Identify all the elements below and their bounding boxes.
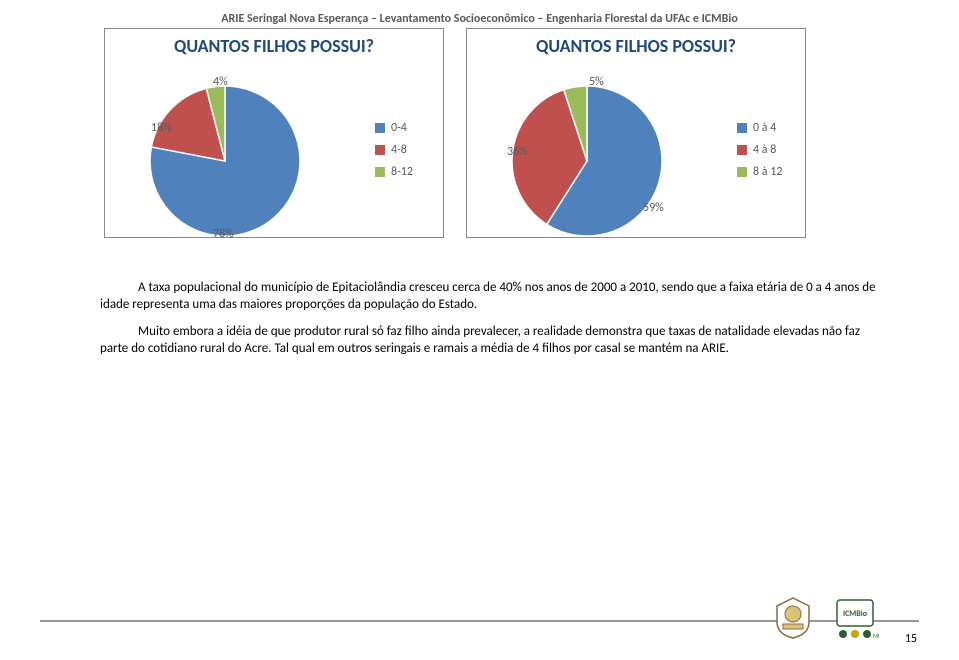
page-header: ARIE Seringal Nova Esperança – Levantame… bbox=[0, 12, 959, 26]
paragraph-2: Muito embora a idéia de que produtor rur… bbox=[100, 324, 880, 358]
pie-data-label: 18% bbox=[151, 121, 172, 135]
legend-swatch bbox=[737, 123, 747, 133]
legend-swatch bbox=[375, 167, 385, 177]
chart-title-left: QUANTOS FILHOS POSSUI? bbox=[105, 29, 443, 61]
chart-legend: 0 à 4 4 à 8 8 à 12 bbox=[737, 121, 782, 179]
chart-title-right: QUANTOS FILHOS POSSUI? bbox=[467, 29, 805, 61]
pie-data-label: 4% bbox=[213, 75, 228, 89]
legend-swatch bbox=[737, 167, 747, 177]
chart-panel-right: QUANTOS FILHOS POSSUI? 59% 36% 5% 0 à 4 4 à … bbox=[466, 28, 806, 238]
legend-item: 4-8 bbox=[375, 143, 413, 157]
legend-item: 8-12 bbox=[375, 165, 413, 179]
legend-item: 0 à 4 bbox=[737, 121, 782, 135]
legend-item: 8 à 12 bbox=[737, 165, 782, 179]
legend-swatch bbox=[375, 123, 385, 133]
chart-body-right: 59% 36% 5% 0 à 4 4 à 8 8 à 12 bbox=[467, 61, 805, 237]
legend-swatch bbox=[737, 145, 747, 155]
footer-logos: ICMBio MMA bbox=[773, 596, 879, 640]
legend-label: 8-12 bbox=[391, 165, 413, 179]
page-number: 15 bbox=[905, 632, 917, 646]
logo-icmbio: ICMBio MMA bbox=[831, 596, 879, 640]
pie-data-label: 78% bbox=[213, 227, 234, 241]
legend-label: 0-4 bbox=[391, 121, 407, 135]
svg-text:ICMBio: ICMBio bbox=[843, 609, 868, 619]
legend-swatch bbox=[375, 145, 385, 155]
pie-data-label: 5% bbox=[589, 75, 604, 89]
body-text: A taxa populacional do município de Epit… bbox=[100, 280, 880, 368]
pie-data-label: 36% bbox=[507, 145, 528, 159]
chart-panel-left: QUANTOS FILHOS POSSUI? 78% 18% 4% 0-4 4-8 8-1… bbox=[104, 28, 444, 238]
svg-text:MMA: MMA bbox=[873, 632, 879, 640]
legend-item: 0-4 bbox=[375, 121, 413, 135]
legend-label: 4 à 8 bbox=[753, 143, 776, 157]
chart-legend: 0-4 4-8 8-12 bbox=[375, 121, 413, 179]
legend-label: 4-8 bbox=[391, 143, 407, 157]
legend-label: 0 à 4 bbox=[753, 121, 776, 135]
pie-data-label: 59% bbox=[643, 201, 664, 215]
legend-item: 4 à 8 bbox=[737, 143, 782, 157]
paragraph-1: A taxa populacional do município de Epit… bbox=[100, 280, 880, 314]
logo-ufac bbox=[773, 596, 813, 640]
chart-body-left: 78%18%4%0-44-88-12 bbox=[105, 61, 443, 237]
legend-label: 8 à 12 bbox=[753, 165, 782, 179]
